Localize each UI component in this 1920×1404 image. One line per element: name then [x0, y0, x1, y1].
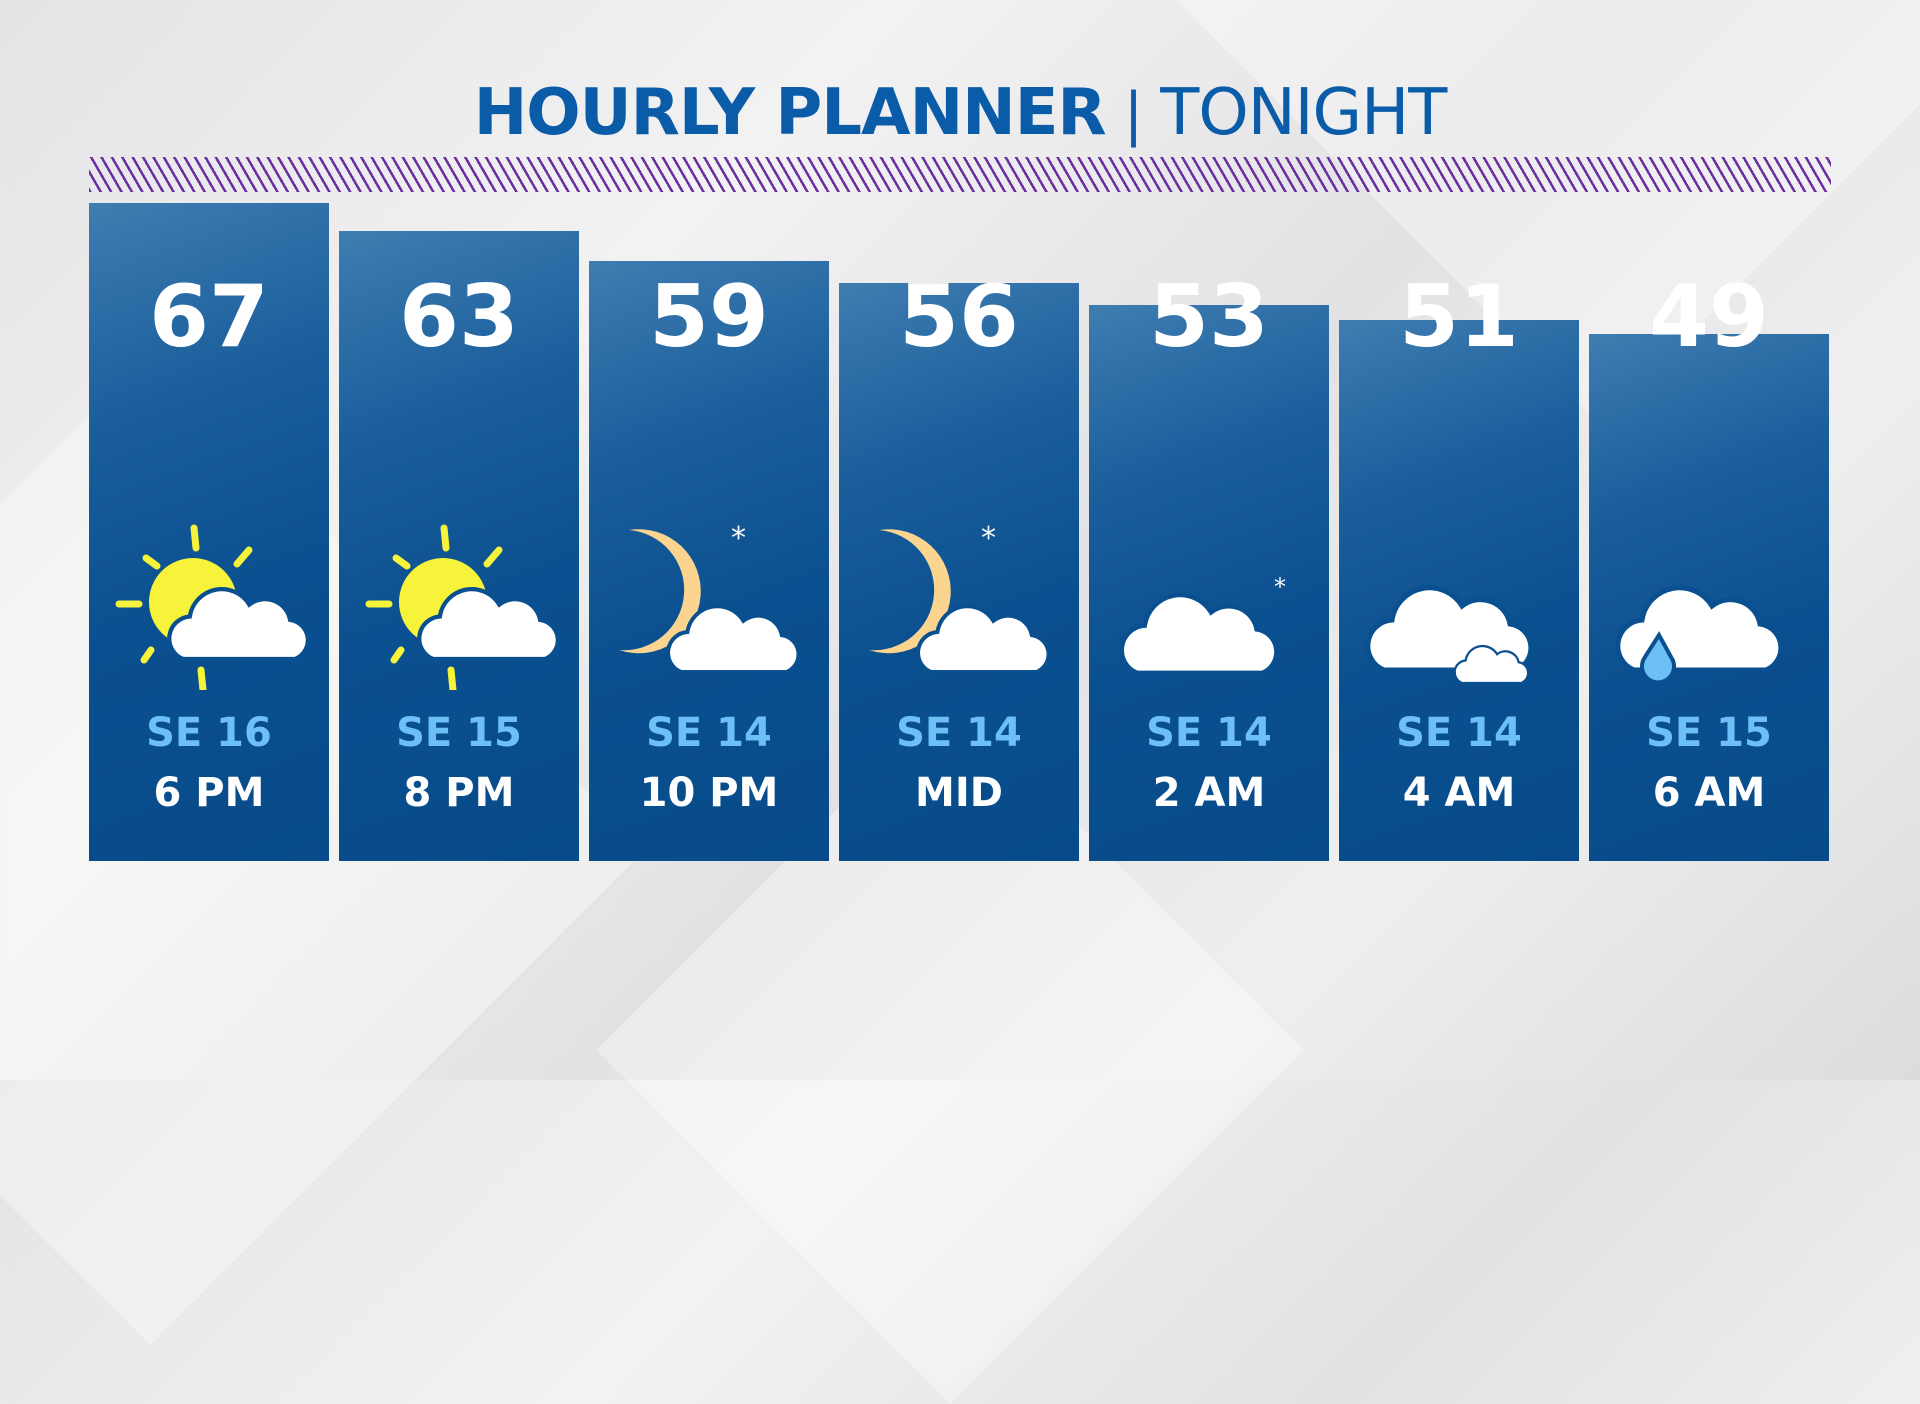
temperature: 67: [149, 267, 269, 367]
wind-speed: SE 14: [1146, 710, 1272, 756]
wind-speed: SE 14: [1396, 710, 1522, 756]
moon-cloud-icon: [859, 520, 1059, 690]
page-title: HOURLY PLANNER | TONIGHT: [0, 70, 1920, 157]
hour-label: 4 AM: [1402, 770, 1516, 816]
partly-sunny-icon: [359, 520, 559, 690]
wind-speed: SE 15: [1646, 710, 1772, 756]
temperature: 49: [1649, 267, 1769, 367]
cloudy-icon: [1359, 520, 1559, 690]
temperature: 63: [399, 267, 519, 367]
hour-label: 8 PM: [403, 770, 515, 816]
hour-column: 51 SE 14 4 AM: [1339, 272, 1579, 861]
temperature: 53: [1149, 267, 1269, 367]
title-period: TONIGHT: [1160, 76, 1447, 150]
hour-label: 10 PM: [639, 770, 779, 816]
hour-column: 59 SE 14 10 PM: [589, 261, 829, 861]
temperature: 51: [1399, 267, 1519, 367]
temperature: 59: [649, 267, 769, 367]
hour-column: 63 SE 15 8 PM: [339, 231, 579, 861]
hour-column: 49 SE 15 6 AM: [1589, 272, 1829, 861]
wind-speed: SE 14: [896, 710, 1022, 756]
stripe-divider: [89, 157, 1831, 192]
moon-cloud-icon: [609, 520, 809, 690]
wind-speed: SE 14: [646, 710, 772, 756]
partly-sunny-icon: [109, 520, 309, 690]
hour-column: 67 SE 16 6 PM: [89, 203, 329, 861]
hour-label: MID: [915, 770, 1003, 816]
hour-label: 2 AM: [1152, 770, 1266, 816]
cloud-moon-icon: [1109, 520, 1309, 690]
temperature: 56: [899, 267, 1019, 367]
cloud-rain-icon: [1609, 520, 1809, 690]
title-main: HOURLY PLANNER: [473, 76, 1107, 150]
hour-label: 6 PM: [153, 770, 265, 816]
hour-label: 6 AM: [1652, 770, 1766, 816]
hour-column: 53 SE 14 2 AM: [1089, 272, 1329, 861]
hour-column: 56 SE 14 MID: [839, 272, 1079, 861]
wind-speed: SE 16: [146, 710, 272, 756]
wind-speed: SE 15: [396, 710, 522, 756]
title-separator: |: [1123, 80, 1144, 148]
